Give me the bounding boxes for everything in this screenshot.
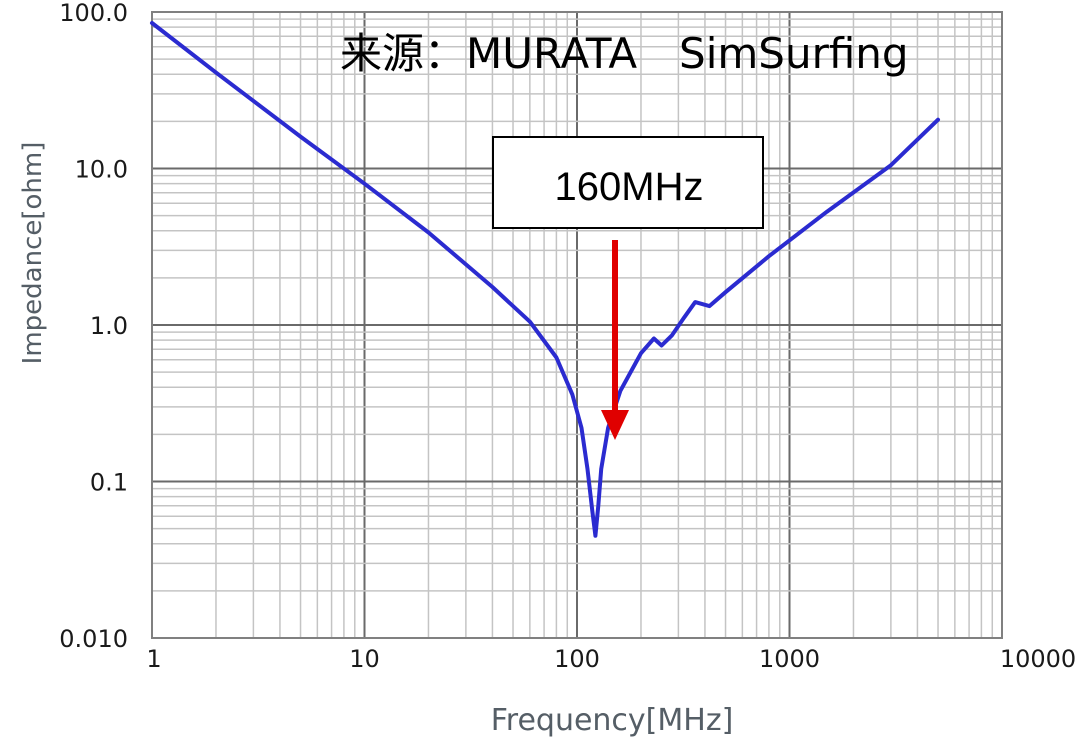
y-tick-label: 10.0 [75, 156, 128, 184]
y-tick-label: 100.0 [59, 0, 128, 27]
plot-frame [151, 11, 1003, 639]
wechat-icon [847, 677, 877, 707]
watermark-text: EMC容冠电磁 [882, 681, 1018, 706]
callout-box [492, 136, 764, 229]
series-group [150, 21, 940, 538]
callout-label: 160MHz [555, 165, 704, 209]
y-tick-label: 1.0 [90, 312, 128, 340]
x-tick-label: 10 [349, 645, 380, 673]
y-tick-label: 0.1 [90, 469, 128, 497]
y-tick-labels: 0.010 0.1 1.0 10.0 100.0 [59, 0, 128, 653]
chart-grid [152, 12, 1002, 638]
arrow-head [601, 410, 629, 440]
watermark: EMC容冠电磁 [847, 677, 1018, 707]
x-tick-label: 1 [146, 645, 161, 673]
source-annotation: 来源：MURATA SimSurfing [340, 29, 909, 78]
x-tick-label: 100 [554, 645, 600, 673]
series-line [150, 21, 940, 538]
y-tick-label: 0.010 [59, 625, 128, 653]
x-tick-label: 1000 [759, 645, 820, 673]
x-axis-label: Frequency[MHz] [491, 703, 734, 737]
x-tick-label: 10000 [1000, 645, 1076, 673]
y-axis-label: Impedance[ohm] [18, 142, 48, 365]
x-tick-labels: 1 10 100 1000 10000 [146, 645, 1076, 673]
